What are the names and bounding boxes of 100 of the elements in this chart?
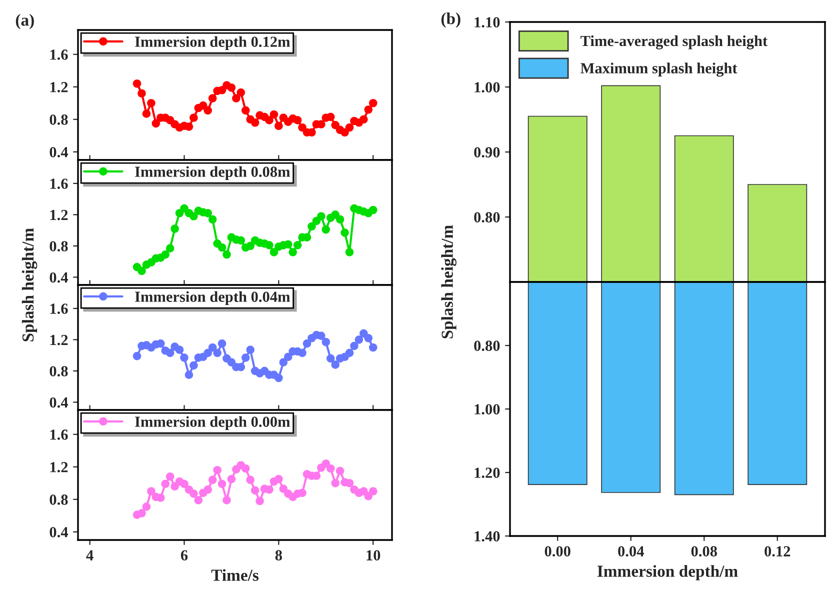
point [288, 248, 298, 256]
point [322, 459, 330, 468]
point [138, 266, 146, 276]
point [368, 98, 378, 108]
y-tick-label: 0.4 [50, 397, 68, 408]
x-axis-title: Immersion depth/m [597, 565, 738, 580]
point [274, 474, 283, 484]
legend-label: Immersion depth 0.08m [135, 166, 290, 180]
point [204, 485, 212, 494]
y-tick-label: 1.2 [50, 82, 68, 92]
point [340, 228, 349, 237]
chart-title: (a) [16, 14, 34, 30]
point [166, 472, 174, 481]
point [222, 250, 231, 259]
point [345, 248, 354, 256]
point [147, 98, 156, 108]
y-tick-label: 1.2 [50, 462, 68, 472]
point [175, 208, 184, 218]
y-tick-label: 0.4 [50, 272, 68, 283]
x-tick-label: 0.08 [691, 546, 717, 557]
point [166, 244, 174, 252]
point [208, 476, 217, 484]
x-axis-title: Time/s [211, 569, 259, 581]
point [274, 122, 283, 130]
x-tick-label: 4 [86, 550, 94, 560]
point [298, 488, 306, 498]
point [180, 480, 188, 488]
y-tick-label: 1.40 [474, 531, 500, 542]
y-tick-label: 0.4 [50, 527, 68, 538]
point [227, 84, 236, 92]
legend-label: Immersion depth 0.00m [135, 416, 290, 430]
point [204, 208, 212, 218]
point [204, 106, 212, 115]
point [227, 474, 236, 484]
point [265, 116, 274, 124]
y-tick-label: 1.20 [474, 468, 500, 478]
point [360, 115, 368, 124]
point [222, 496, 231, 504]
point [250, 486, 260, 495]
point [227, 358, 236, 367]
point [218, 339, 226, 348]
y-tick-label: 1.2 [50, 210, 68, 220]
point [279, 484, 288, 493]
point [298, 348, 306, 358]
point [194, 496, 203, 504]
point [336, 215, 344, 224]
legend-label: Maximum splash height [580, 62, 738, 77]
point [175, 346, 184, 354]
point [284, 352, 292, 362]
y-tick-label: 1.2 [50, 334, 68, 346]
point [364, 105, 373, 114]
point [208, 343, 217, 352]
point [246, 346, 255, 354]
point [138, 89, 146, 98]
point [274, 374, 283, 382]
point [190, 490, 198, 498]
point [331, 360, 340, 369]
point [331, 120, 340, 130]
y-tick-label: 0.8 [50, 241, 68, 252]
point [364, 334, 373, 342]
point [265, 485, 274, 494]
y-tick-label: 1.10 [474, 17, 500, 28]
point [213, 348, 222, 358]
point [364, 492, 373, 500]
point [132, 352, 142, 360]
x-tick-label: 6 [180, 550, 188, 560]
point [236, 88, 246, 97]
point [246, 242, 255, 250]
y-tick-label: 1.6 [50, 430, 68, 440]
x-tick-label: 0.00 [544, 546, 570, 557]
point [213, 466, 222, 474]
point [308, 222, 316, 231]
point [208, 215, 217, 224]
point [152, 119, 160, 128]
point [170, 482, 179, 491]
point [350, 342, 358, 350]
point [184, 370, 194, 380]
chart-title: (b) [441, 12, 460, 28]
point [322, 338, 330, 346]
x-tick-label: 8 [275, 550, 282, 560]
point [161, 250, 170, 259]
y-tick-label: 1.00 [474, 82, 500, 93]
y-tick-label: 1.6 [50, 304, 68, 314]
point [190, 361, 198, 370]
point [360, 329, 368, 338]
point [322, 225, 330, 234]
legend-label: Immersion depth 0.12m [135, 36, 290, 50]
y-axis-title: Splash height/m [22, 228, 38, 342]
point [142, 502, 151, 511]
point [161, 480, 170, 488]
point [345, 123, 354, 132]
point [208, 94, 217, 102]
x-tick-label: 10 [366, 550, 380, 560]
point [354, 336, 364, 344]
point [180, 204, 188, 213]
point [331, 478, 340, 488]
x-tick-label: 0.12 [764, 546, 790, 557]
legend-label: Time-averaged splash height [580, 35, 768, 50]
point [302, 339, 312, 348]
point [246, 476, 255, 484]
